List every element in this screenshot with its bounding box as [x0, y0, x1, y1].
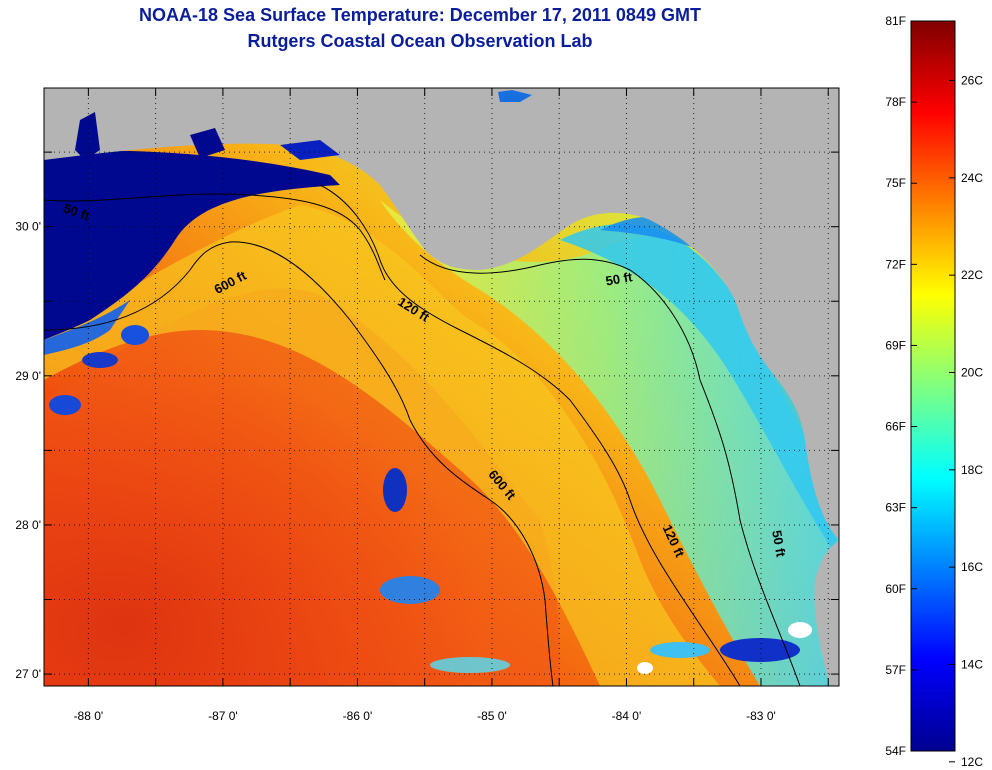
axis-ticks: -88 0' -87 0' -86 0' -85 0' -84 0' -83 0' 27 0…: [15, 88, 839, 723]
colorbar-label-c: 12C: [961, 755, 983, 769]
cloud-patch: [49, 395, 81, 415]
bathymetry-contours: [43, 184, 801, 687]
colorbar-label-f: 78F: [885, 95, 906, 109]
yellow-transition-band: [44, 205, 720, 686]
sst-field: [44, 88, 839, 686]
colorbar-label-c: 22C: [961, 268, 983, 282]
y-tick-label: 27 0': [15, 667, 41, 681]
contour-label: 50 ft: [604, 269, 634, 289]
x-tick-label: -88 0': [74, 709, 104, 723]
cloud-patch: [720, 638, 800, 662]
colorbar-label-f: 72F: [885, 257, 906, 271]
cloud-patch: [637, 662, 653, 674]
land-mass: [44, 88, 839, 540]
cloud-patch: [121, 325, 149, 345]
cold-nearshore-strip: [600, 216, 725, 265]
cold-shelf-water-nw: [44, 150, 340, 340]
x-tick-label: -83 0': [746, 709, 776, 723]
colorbar-label-c: 18C: [961, 463, 983, 477]
lake: [498, 90, 532, 102]
cloud-patch: [788, 622, 812, 638]
colorbar-label-f: 69F: [885, 338, 906, 352]
contour-line-50ft-nw: [43, 193, 386, 281]
bay: [190, 128, 225, 158]
colorbar-label-f: 75F: [885, 176, 906, 190]
contour-line-600ft: [43, 241, 554, 687]
contour-line-120ft: [319, 184, 741, 687]
colorbar-label-c: 16C: [961, 560, 983, 574]
cloud-patch: [650, 642, 710, 658]
cloud-patch: [82, 352, 118, 368]
colorbar-label-f: 66F: [885, 420, 906, 434]
bay: [75, 112, 100, 160]
x-tick-label: -85 0': [477, 709, 507, 723]
x-tick-label: -87 0': [208, 709, 238, 723]
contour-label: 50 ft: [769, 529, 789, 559]
bay: [280, 140, 340, 160]
x-tick-label: -86 0': [343, 709, 373, 723]
colorbar-label-f: 63F: [885, 501, 906, 515]
map-frame: [43, 87, 840, 687]
colorbar-label-c: 26C: [961, 73, 983, 87]
map-subtitle: Rutgers Coastal Ocean Observation Lab: [247, 31, 593, 51]
colorbar-label-f: 57F: [885, 663, 906, 677]
x-tick-label: -84 0': [612, 709, 642, 723]
colorbar-label-c: 24C: [961, 171, 983, 185]
y-tick-label: 28 0': [15, 518, 41, 532]
map-title: NOAA-18 Sea Surface Temperature: Decembe…: [139, 5, 701, 25]
colorbar-label-f: 60F: [885, 582, 906, 596]
colorbar: [910, 20, 956, 752]
florida-peninsula: [814, 540, 839, 686]
colorbar-labels: 81F 78F 75F 72F 69F 66F 63F 60F 57F 54F 26C 24C 22C 2…: [885, 14, 983, 769]
contour-line-50ft-east: [419, 254, 801, 687]
colorbar-label-f: 54F: [885, 744, 906, 758]
y-tick-label: 29 0': [15, 369, 41, 383]
colorbar-label-f: 81F: [885, 14, 906, 28]
colorbar-label-c: 14C: [961, 657, 983, 671]
colorbar-label-c: 20C: [961, 365, 983, 379]
cool-nearshore-water: [560, 224, 839, 560]
y-tick-label: 30 0': [15, 220, 41, 234]
cloud-patch: [430, 657, 510, 673]
cloud-patch: [383, 468, 407, 512]
